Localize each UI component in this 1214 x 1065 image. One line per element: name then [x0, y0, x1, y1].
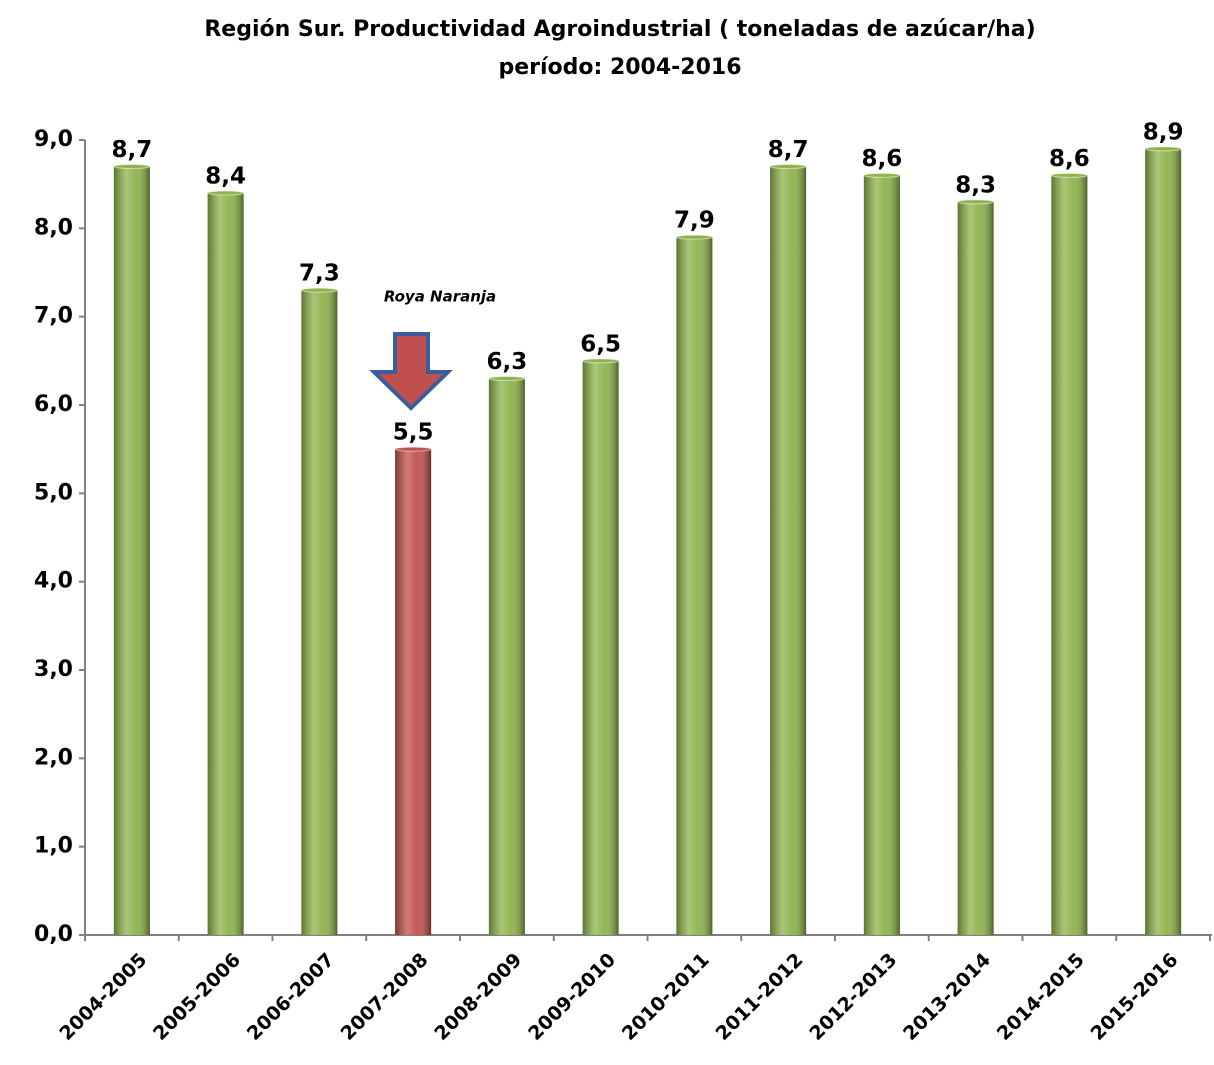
bar-top [582, 358, 620, 364]
value-label: 8,9 [1143, 119, 1184, 145]
x-tick-label: 2012-2013 [805, 949, 901, 1045]
x-tick-label: 2006-2007 [243, 949, 339, 1045]
annotation: Roya Naranja [384, 288, 496, 306]
value-label: 7,9 [674, 208, 715, 234]
value-label: 8,6 [862, 146, 903, 172]
value-label: 8,4 [205, 164, 246, 190]
bar-shine [863, 175, 900, 936]
bar-shine [582, 360, 619, 935]
annotation-arrow [369, 332, 453, 411]
bar-shine [395, 449, 432, 935]
y-tick-label: 1,0 [34, 834, 73, 859]
y-tick-label: 5,0 [34, 480, 73, 505]
bar-top [300, 287, 338, 293]
bar-shine [488, 378, 525, 935]
bar-top [488, 376, 526, 381]
bar-top [863, 172, 901, 178]
bar-shine [113, 166, 150, 935]
x-tick-label: 2005-2006 [149, 949, 245, 1045]
value-label: 8,7 [112, 137, 153, 163]
value-label: 8,3 [955, 172, 996, 198]
bar-shine [770, 166, 807, 935]
bar-shine [301, 290, 338, 936]
x-tick-label: 2007-2008 [337, 949, 433, 1045]
value-label: 7,3 [299, 261, 340, 287]
x-tick-label: 2014-2015 [993, 949, 1089, 1045]
x-tick-label: 2008-2009 [430, 949, 526, 1045]
x-tick-label: 2015-2016 [1087, 949, 1183, 1045]
x-tick-label: 2004-2005 [55, 949, 151, 1045]
bar-shine [207, 193, 244, 935]
value-label: 5,5 [393, 420, 434, 446]
value-label: 6,5 [580, 331, 621, 357]
x-tick-label: 2009-2010 [524, 949, 620, 1045]
value-label: 8,6 [1049, 146, 1090, 172]
bar-shine [676, 237, 713, 935]
bar-shine [957, 201, 994, 936]
y-tick-label: 9,0 [34, 127, 73, 152]
bar-top [1050, 172, 1088, 178]
bar-top [675, 234, 713, 240]
y-tick-label: 2,0 [34, 745, 73, 770]
value-label: 8,7 [768, 137, 809, 163]
y-tick-label: 0,0 [34, 922, 73, 947]
bar-top [113, 164, 151, 169]
bar-top [394, 446, 432, 452]
x-tick-label: 2011-2012 [712, 949, 808, 1045]
y-tick-label: 6,0 [34, 392, 73, 417]
bar-top [957, 199, 995, 205]
chart-subtitle: período: 2004-2016 [498, 55, 741, 80]
bar-top [207, 190, 245, 196]
bar-shine [1051, 175, 1088, 936]
x-tick-label: 2010-2011 [618, 949, 714, 1045]
y-tick-label: 4,0 [34, 569, 73, 594]
bar-top [1144, 146, 1182, 152]
y-tick-label: 7,0 [34, 304, 73, 329]
x-tick-label: 2013-2014 [899, 949, 995, 1045]
y-tick-label: 3,0 [34, 657, 73, 682]
y-tick-label: 8,0 [34, 215, 73, 240]
bar-shine [1145, 148, 1182, 936]
bar-top [769, 164, 807, 169]
value-label: 6,3 [487, 349, 528, 375]
chart-title: Región Sur. Productividad Agroindustrial… [204, 17, 1035, 42]
